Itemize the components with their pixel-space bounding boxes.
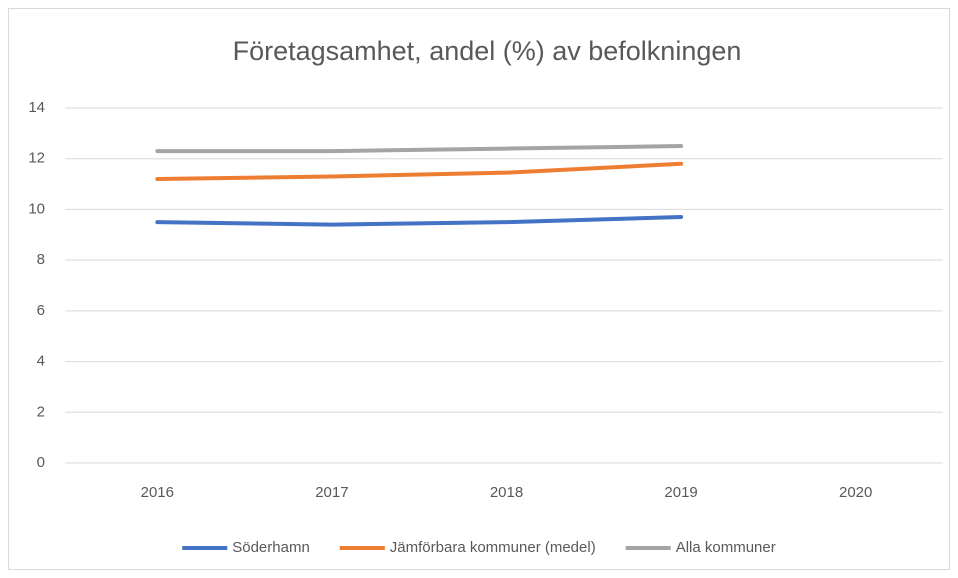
x-tick-label: 2016 xyxy=(141,484,174,501)
y-tick-label: 6 xyxy=(37,302,45,319)
chart-border xyxy=(8,8,950,570)
chart-title: Företagsamhet, andel (%) av befolkningen xyxy=(233,36,742,66)
y-tick-label: 0 xyxy=(37,454,45,471)
y-tick-label: 2 xyxy=(37,403,45,420)
y-tick-label: 14 xyxy=(28,99,45,116)
y-tick-label: 4 xyxy=(37,353,45,370)
x-tick-label: 2017 xyxy=(315,484,348,501)
series-line xyxy=(155,215,684,227)
y-tick-label: 10 xyxy=(28,200,45,217)
series-line xyxy=(155,161,684,181)
legend-label: Söderhamn xyxy=(232,539,310,556)
legend-label: Alla kommuner xyxy=(676,539,776,556)
series-line xyxy=(155,144,684,154)
y-tick-label: 12 xyxy=(28,150,45,167)
x-tick-label: 2020 xyxy=(839,484,872,501)
x-tick-label: 2019 xyxy=(664,484,697,501)
y-tick-label: 8 xyxy=(37,251,45,268)
legend-label: Jämförbara kommuner (medel) xyxy=(390,539,596,556)
x-tick-label: 2018 xyxy=(490,484,523,501)
